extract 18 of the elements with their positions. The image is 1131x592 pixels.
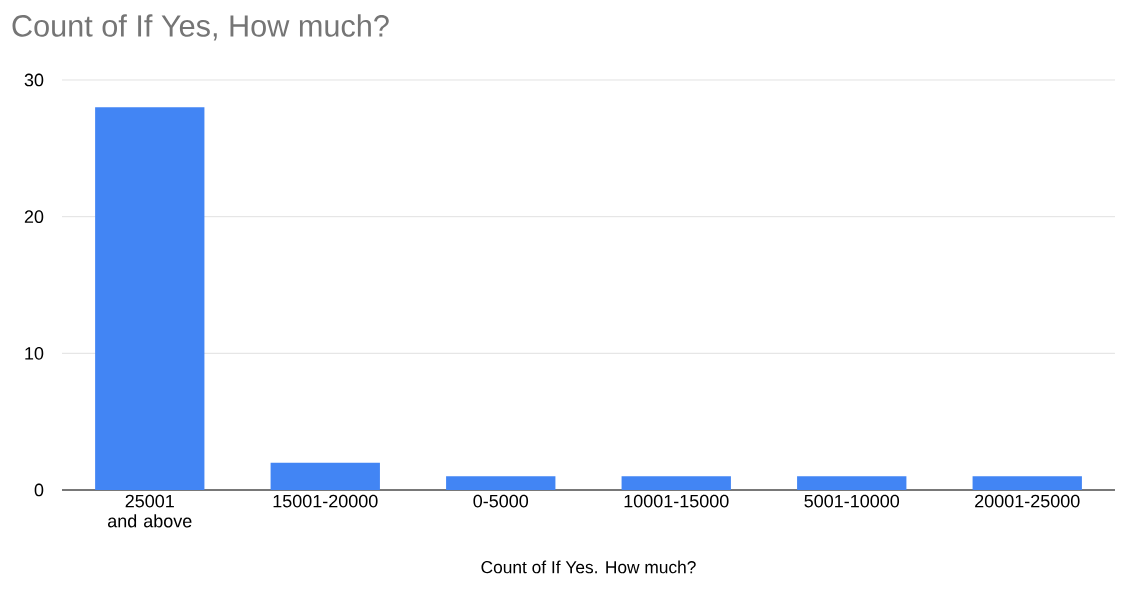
x-tick-label: 25001 and above	[108, 494, 192, 528]
x-tick-label: 10001-15000	[624, 494, 729, 508]
x-tick-label: 0-5000	[473, 494, 529, 508]
bar	[270, 462, 380, 490]
bar	[95, 107, 205, 490]
bar	[972, 476, 1082, 490]
y-tick-label: 30	[24, 73, 44, 87]
bar	[446, 476, 556, 490]
bar	[797, 476, 907, 490]
x-tick-label: 15001-20000	[273, 494, 378, 508]
y-tick-label: 0	[34, 483, 44, 497]
chart-title: Count of If Yes, How much?	[12, 14, 389, 41]
x-tick-label: 5001-10000	[804, 494, 900, 508]
y-tick-label: 10	[25, 346, 44, 360]
x-tick-label: 20001-25000	[975, 494, 1080, 508]
y-tick-label: 20	[24, 210, 44, 224]
bar	[621, 476, 731, 490]
x-axis-title: Count of If Yes. How much?	[481, 560, 696, 574]
